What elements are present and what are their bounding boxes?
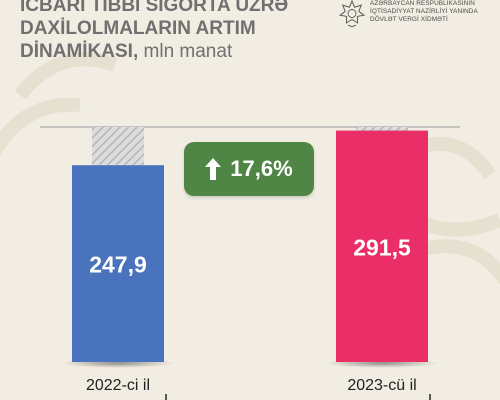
organization-name: AZƏRBAYCAN RESPUBLİKASININ İQTİSADİYYAT N…	[370, 0, 478, 24]
growth-percentage: 17,6%	[230, 156, 293, 181]
growth-badge: 17,6%	[184, 142, 314, 196]
bar-value-label: 247,9	[89, 252, 147, 278]
bar-remaining-gap	[356, 127, 408, 131]
emblem-icon	[339, 0, 365, 27]
bar-remaining-gap	[92, 127, 144, 166]
bar	[72, 165, 164, 362]
bar	[336, 130, 428, 362]
bar-value-label: 291,5	[353, 234, 411, 260]
x-tick-label: 2023-cü il	[347, 377, 416, 394]
x-tick-label: 2022-ci il	[86, 377, 150, 394]
organization-header: AZƏRBAYCAN RESPUBLİKASININ İQTİSADİYYAT N…	[336, 0, 500, 40]
arrow-up-icon	[205, 158, 222, 180]
page-title: İCBARİ TİBBİ SIĞORTA ÜZRƏ DAXİLOLMALARIN…	[20, 0, 289, 62]
